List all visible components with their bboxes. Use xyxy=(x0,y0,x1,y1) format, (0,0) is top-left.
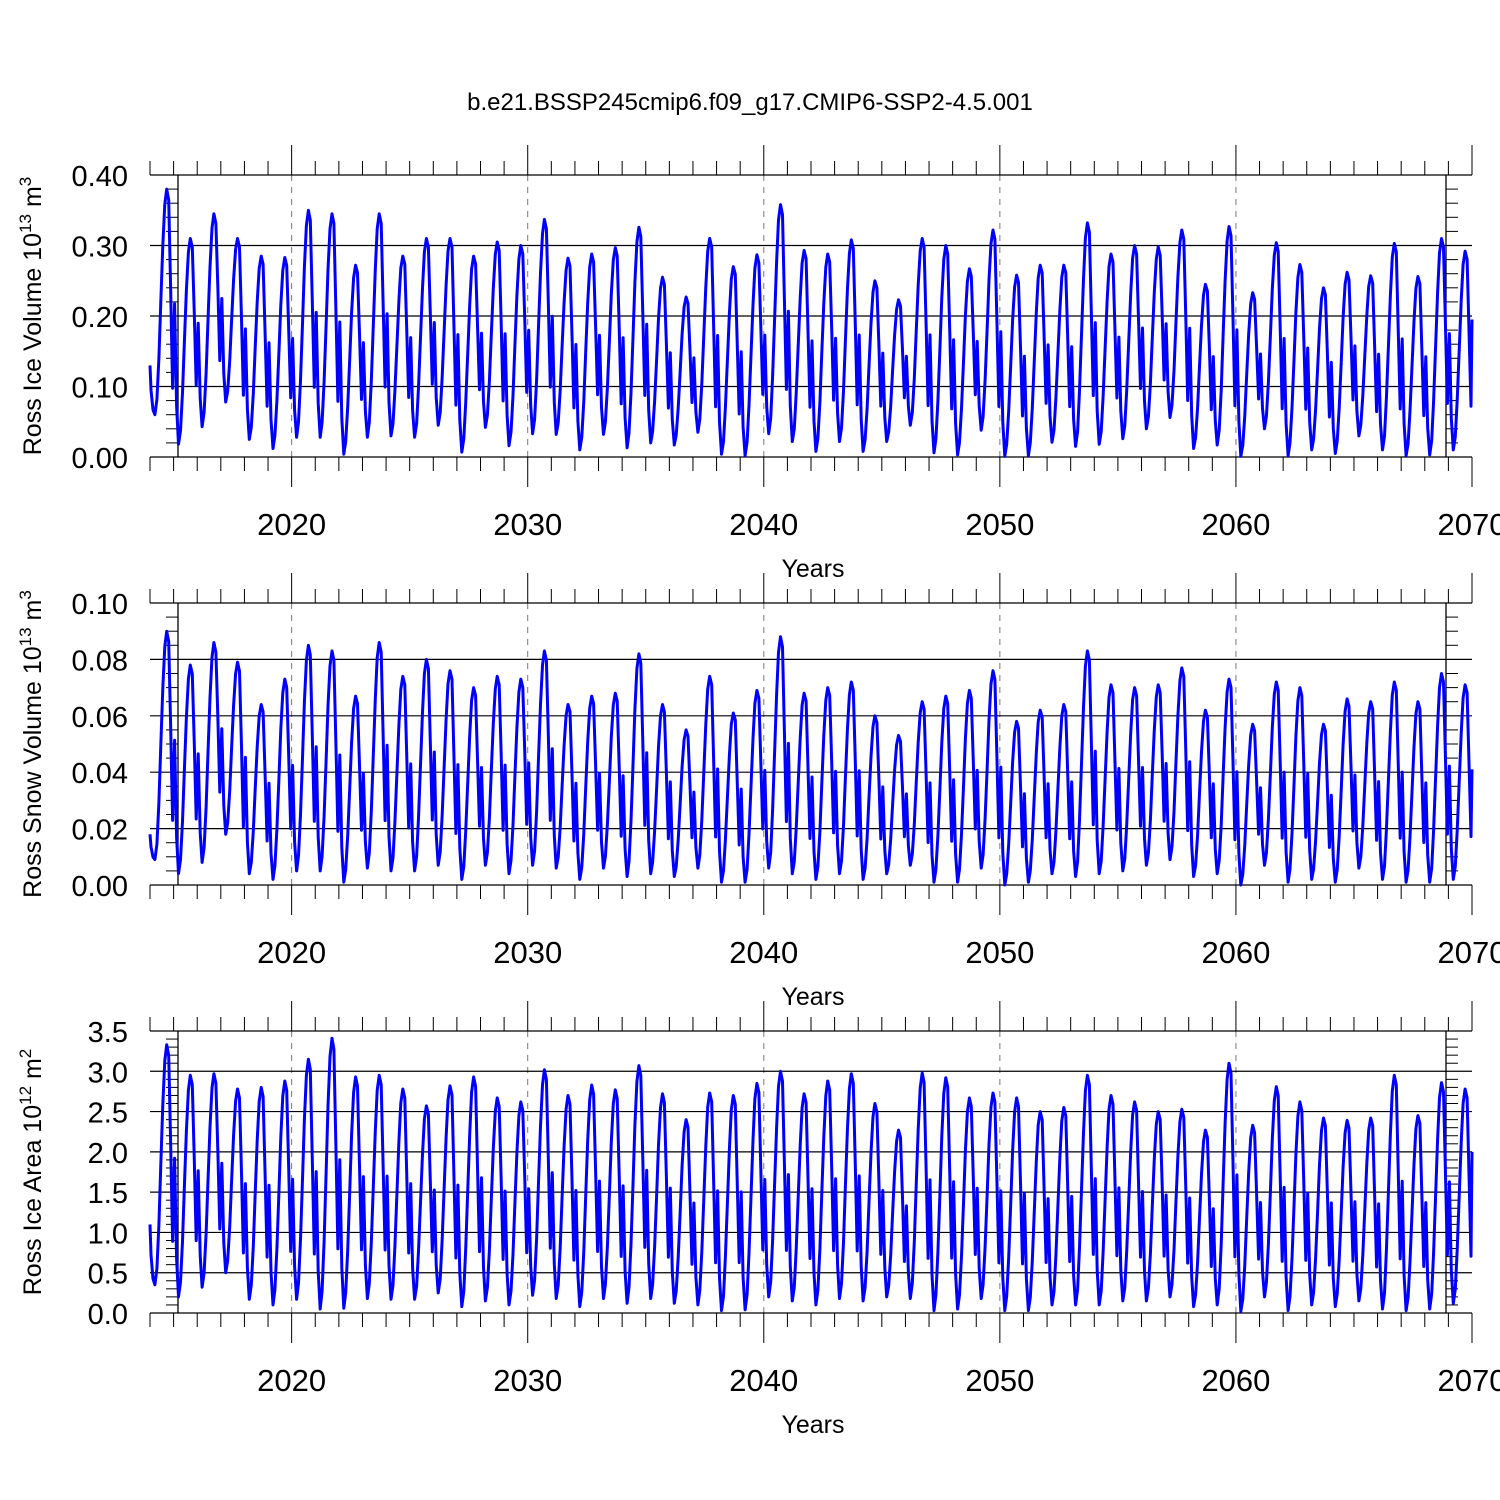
y-tick-label: 1.0 xyxy=(88,1218,128,1250)
y-axis-label-unit: m xyxy=(19,186,47,214)
x-tick-label: 2040 xyxy=(729,935,798,970)
x-tick-label: 2060 xyxy=(1201,935,1270,970)
panel-snow-volume: 0.00 0.02 0.04 0.06 0.08 0.10 2020 2030 2040 2050… xyxy=(16,573,1500,1011)
y-tick-label: 3.0 xyxy=(88,1057,128,1089)
x-tick-label: 2040 xyxy=(729,1363,798,1398)
y-tick-label: 0.5 xyxy=(88,1259,128,1291)
y-axis-label: Ross Snow Volume 1013 m3 xyxy=(16,590,47,898)
y-axis-label-exponent: 13 xyxy=(16,214,35,233)
y-tick-label: 0.20 xyxy=(72,302,128,334)
y-tick-label: 0.10 xyxy=(72,589,128,621)
y-tick-label: 0.30 xyxy=(72,232,128,264)
x-tick-label: 2020 xyxy=(257,1363,326,1398)
series-line-snow-volume xyxy=(148,629,1474,887)
y-tick-label: 1.5 xyxy=(88,1178,128,1210)
series-line-ice-area xyxy=(148,1036,1474,1313)
y-axis-label-unit: m xyxy=(19,600,47,628)
y-tick-label: 0.10 xyxy=(72,373,128,405)
y-axis-label-main: Ross Ice Area 10 xyxy=(19,1105,47,1295)
x-tick-label: 2040 xyxy=(729,507,798,542)
series-line-ice-volume xyxy=(148,187,1474,458)
x-axis-label: Years xyxy=(781,1411,844,1439)
x-tick-label: 2030 xyxy=(493,507,562,542)
x-tick-label: 2020 xyxy=(257,935,326,970)
y-axis-label-exponent: 12 xyxy=(16,1086,35,1105)
y-axis-label-main: Ross Ice Volume 10 xyxy=(19,233,47,455)
y-axis-label-unit-exponent: 3 xyxy=(16,590,35,599)
y-axis-label-exponent: 13 xyxy=(16,627,35,646)
x-tick-label: 2050 xyxy=(965,507,1034,542)
y-axis-label-unit-exponent: 2 xyxy=(16,1049,35,1058)
x-axis-label: Years xyxy=(781,555,844,583)
y-axis-label: Ross Ice Volume 1013 m3 xyxy=(16,177,47,456)
x-tick-label: 2070 xyxy=(1438,935,1500,970)
y-tick-label: 0.00 xyxy=(72,871,128,903)
x-tick-label: 2030 xyxy=(493,935,562,970)
y-tick-label: 2.0 xyxy=(88,1138,128,1170)
x-tick-label: 2070 xyxy=(1438,507,1500,542)
y-tick-label: 3.5 xyxy=(88,1017,128,1049)
x-tick-label: 2050 xyxy=(965,1363,1034,1398)
y-axis-label: Ross Ice Area 1012 m2 xyxy=(16,1049,47,1296)
panel-ice-area: 0.0 0.5 1.0 1.5 2.0 2.5 3.0 3.5 2020 2030 2040 2050… xyxy=(16,1001,1500,1439)
y-axis-label-main: Ross Snow Volume 10 xyxy=(19,646,47,898)
panel-ice-volume: 0.00 0.10 0.20 0.30 0.40 2020 2030 2040 2050 2060… xyxy=(16,145,1500,583)
y-tick-label: 0.04 xyxy=(72,758,128,790)
y-tick-label: 0.40 xyxy=(72,161,128,193)
panels: 0.00 0.10 0.20 0.30 0.40 2020 2030 2040 2050 2060… xyxy=(16,145,1500,1439)
x-tick-label: 2070 xyxy=(1438,1363,1500,1398)
y-tick-label: 0.08 xyxy=(72,645,128,677)
y-tick-label: 2.5 xyxy=(88,1098,128,1130)
x-tick-label: 2030 xyxy=(493,1363,562,1398)
chart-title: b.e21.BSSP245cmip6.f09_g17.CMIP6-SSP2-4.… xyxy=(467,89,1033,116)
y-tick-label: 0.00 xyxy=(72,443,128,475)
x-axis-label: Years xyxy=(781,983,844,1011)
y-tick-label: 0.0 xyxy=(88,1299,128,1331)
x-tick-label: 2020 xyxy=(257,507,326,542)
x-tick-label: 2060 xyxy=(1201,1363,1270,1398)
x-tick-label: 2060 xyxy=(1201,507,1270,542)
x-tick-label: 2050 xyxy=(965,935,1034,970)
y-tick-label: 0.06 xyxy=(72,702,128,734)
y-tick-label: 0.02 xyxy=(72,815,128,847)
y-axis-label-unit-exponent: 3 xyxy=(16,177,35,186)
y-axis-label-unit: m xyxy=(19,1058,47,1086)
